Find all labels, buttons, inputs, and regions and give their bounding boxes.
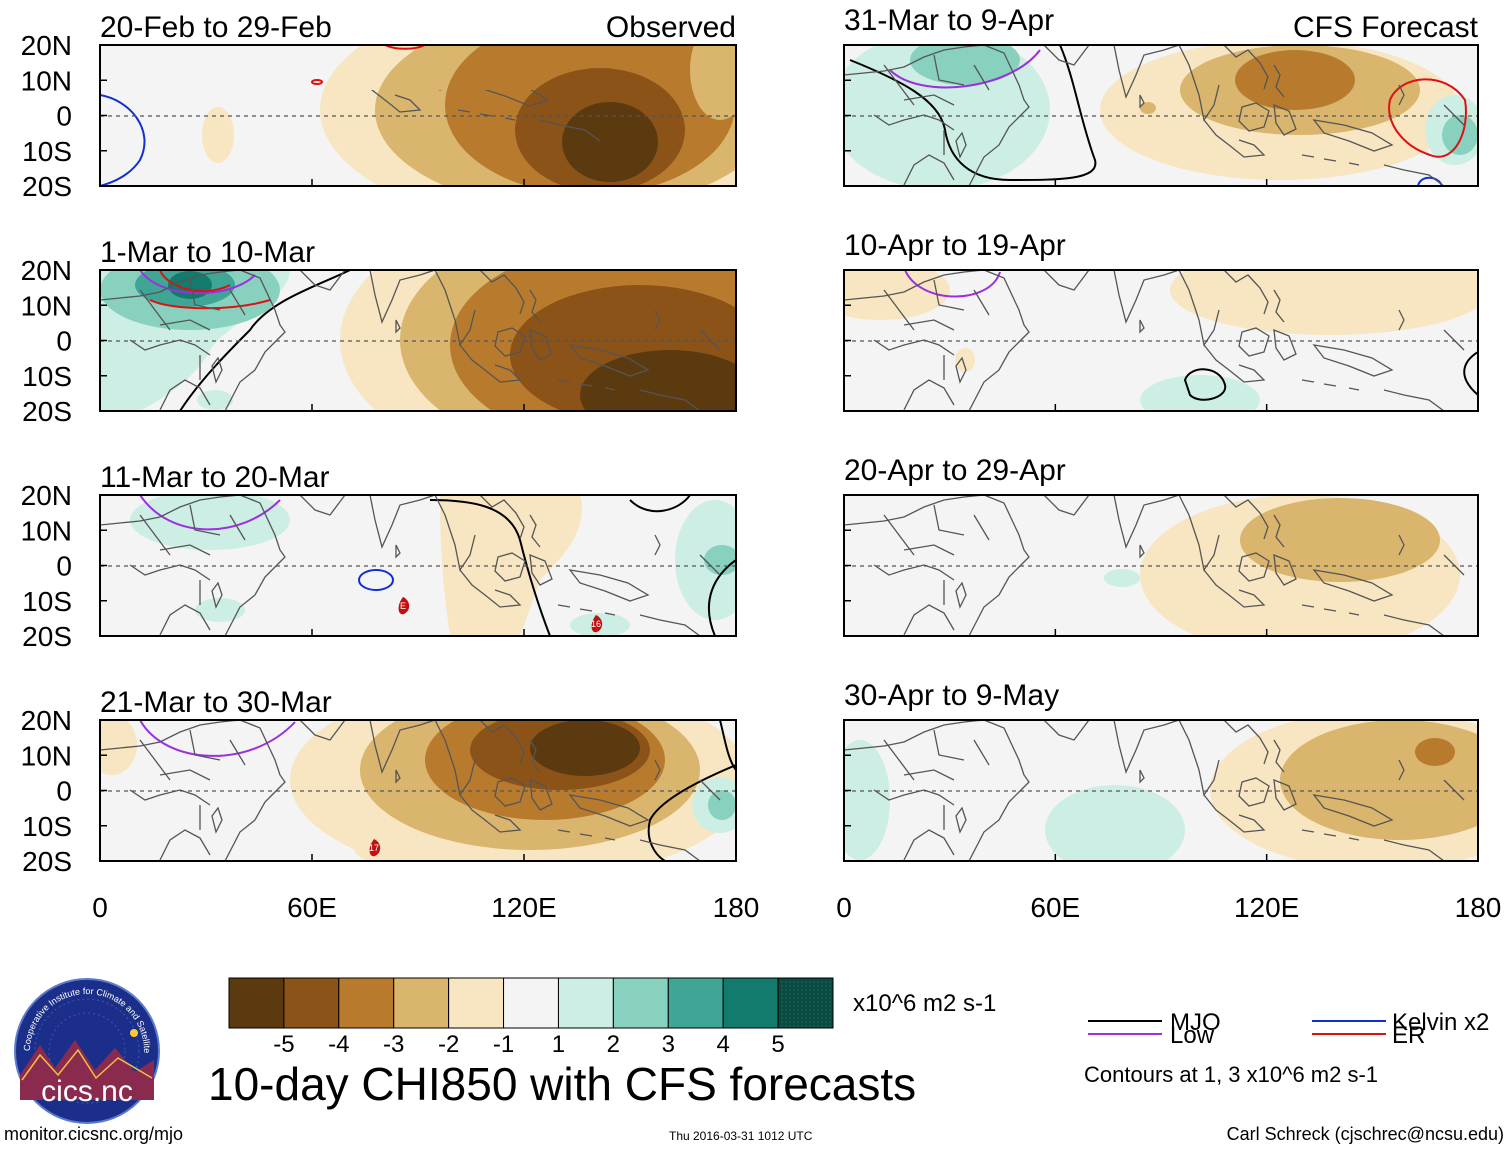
longitude-tick-label: 120E xyxy=(491,892,556,923)
latitude-tick-label: 10S xyxy=(22,811,72,842)
logo-text: cics.nc xyxy=(41,1075,133,1108)
panel-title-observed-2: 1-Mar to 10-Mar xyxy=(100,236,315,269)
colorbar-swatch xyxy=(448,977,505,1029)
colorbar-swatch xyxy=(612,977,669,1029)
panel-observed-1 xyxy=(99,44,737,187)
latitude-tick-label: 0 xyxy=(56,101,72,132)
storm-marker: E xyxy=(398,597,410,615)
latitude-tick-label: 10N xyxy=(21,515,72,546)
colorbar-swatch xyxy=(503,977,559,1029)
legend-label-mjo: MJO xyxy=(1170,1009,1221,1036)
panel-title-observed-3: 11-Mar to 20-Mar xyxy=(100,461,330,494)
panel-forecast-4 xyxy=(843,719,1479,862)
colorbar-swatch xyxy=(283,977,340,1029)
latitude-axis: 20N 10N 0 10S 20S 20N 10N 0 10S 20S 20N 10N 0 10S 20S 2… xyxy=(21,30,851,877)
latitude-tick-label: 20N xyxy=(21,30,72,61)
panel-observed-4: 17 xyxy=(99,719,737,862)
longitude-tick-label: 180 xyxy=(713,892,760,923)
latitude-tick-label: 0 xyxy=(56,326,72,357)
latitude-tick-label: 10S xyxy=(22,136,72,167)
storm-label: E xyxy=(400,601,406,611)
colorbar-tick-label: -3 xyxy=(383,1031,404,1058)
panel-title-forecast-4: 30-Apr to 9-May xyxy=(844,679,1059,712)
longitude-tick-label: 60E xyxy=(1030,892,1080,923)
colorbar-tick-label: 3 xyxy=(662,1031,675,1058)
storm-marker: 16 xyxy=(591,615,603,633)
panel-forecast-2 xyxy=(843,269,1479,412)
colorbar-swatch xyxy=(393,977,450,1029)
latitude-tick-label: 0 xyxy=(56,551,72,582)
colorbar-swatch xyxy=(777,977,834,1029)
sun-icon xyxy=(130,1029,138,1037)
observed-label: Observed xyxy=(606,11,736,44)
shading xyxy=(202,45,736,186)
colorbar-tick-label: 4 xyxy=(717,1031,730,1058)
footer-author: Carl Schreck (cjschrec@ncsu.edu) xyxy=(1227,1124,1504,1144)
longitude-axis: 0 60E 120E 180 0 60E 120E 180 xyxy=(92,179,1501,923)
panel-title-forecast-3: 20-Apr to 29-Apr xyxy=(844,454,1066,487)
latitude-tick-label: 20N xyxy=(21,255,72,286)
storm-label: 17 xyxy=(369,843,379,853)
panel-observed-2 xyxy=(99,269,737,412)
panel-observed-3: E 16 xyxy=(99,494,737,637)
colorbar-tick-label: 5 xyxy=(771,1031,784,1058)
latitude-tick-label: 10S xyxy=(22,361,72,392)
storm-marker: 17 xyxy=(369,839,381,857)
latitude-tick-label: 10S xyxy=(22,586,72,617)
longitude-tick-label: 0 xyxy=(836,892,852,923)
latitude-tick-label: 20S xyxy=(22,621,72,652)
colorbar-swatch xyxy=(228,977,285,1029)
footer-timestamp: Thu 2016-03-31 1012 UTC xyxy=(669,1129,813,1143)
colorbar: -5 -4 -3 -2 -1 1 2 3 4 5 xyxy=(228,977,834,1058)
latitude-tick-label: 20S xyxy=(22,396,72,427)
legend-label-er: ER xyxy=(1392,1022,1425,1049)
legend-label-low: Low xyxy=(1170,1022,1215,1049)
figure-title: 10-day CHI850 with CFS forecasts xyxy=(208,1058,916,1110)
colorbar-tick-label: -5 xyxy=(273,1031,294,1058)
latitude-tick-label: 20N xyxy=(21,705,72,736)
colorbar-tick-label: -1 xyxy=(493,1031,514,1058)
latitude-tick-label: 20S xyxy=(22,846,72,877)
panel-title-observed-1: 20-Feb to 29-Feb xyxy=(100,11,332,44)
colorbar-tick-label: -4 xyxy=(328,1031,349,1058)
latitude-tick-label: 20N xyxy=(21,480,72,511)
panel-forecast-3 xyxy=(843,494,1479,637)
colorbar-swatch xyxy=(557,977,614,1029)
colorbar-tick-label: -2 xyxy=(438,1031,459,1058)
longitude-tick-label: 60E xyxy=(287,892,337,923)
panel-forecast-1 xyxy=(843,44,1479,187)
colorbar-swatch xyxy=(667,977,724,1029)
latitude-tick-label: 10N xyxy=(21,740,72,771)
legend-label-kelvin: Kelvin x2 xyxy=(1392,1009,1489,1036)
colorbar-tick-label: 1 xyxy=(552,1031,565,1058)
legend: MJO Kelvin x2 Low ER Contours at 1, 3 x1… xyxy=(1084,1009,1489,1087)
storm-label: 16 xyxy=(591,619,601,629)
panel-title-forecast-1: 31-Mar to 9-Apr xyxy=(844,4,1054,37)
colorbar-units: x10^6 m2 s-1 xyxy=(853,990,996,1017)
longitude-tick-label: 0 xyxy=(92,892,108,923)
forecast-label: CFS Forecast xyxy=(1293,11,1479,44)
panel-title-observed-4: 21-Mar to 30-Mar xyxy=(100,686,332,719)
longitude-tick-label: 120E xyxy=(1234,892,1299,923)
colorbar-swatch xyxy=(722,977,779,1029)
footer-url[interactable]: monitor.cicsnc.org/mjo xyxy=(4,1124,183,1144)
longitude-tick-label: 180 xyxy=(1455,892,1502,923)
latitude-tick-label: 10N xyxy=(21,65,72,96)
contours xyxy=(100,45,426,186)
contour-note: Contours at 1, 3 x10^6 m2 s-1 xyxy=(1084,1062,1378,1087)
latitude-tick-label: 20S xyxy=(22,171,72,202)
latitude-tick-label: 0 xyxy=(56,776,72,807)
colorbar-tick-label: 2 xyxy=(607,1031,620,1058)
colorbar-swatch xyxy=(338,977,395,1029)
panel-title-forecast-2: 10-Apr to 19-Apr xyxy=(844,229,1066,262)
latitude-tick-label: 10N xyxy=(21,290,72,321)
